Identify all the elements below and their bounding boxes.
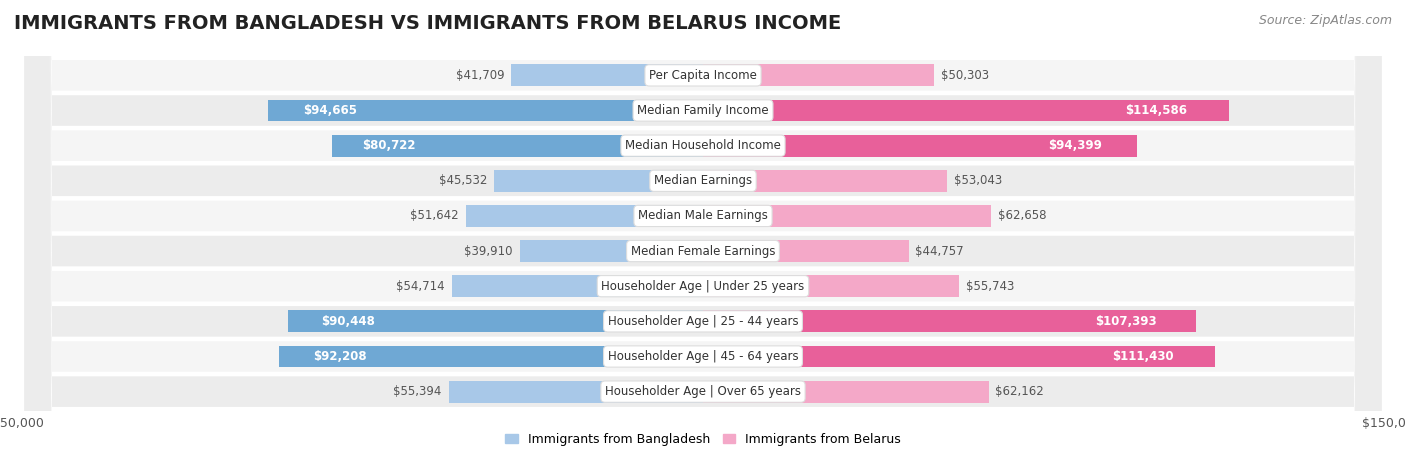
Text: Householder Age | Under 25 years: Householder Age | Under 25 years (602, 280, 804, 293)
Bar (703, 240, 908, 262)
Text: $62,658: $62,658 (998, 209, 1046, 222)
Text: $45,532: $45,532 (439, 174, 486, 187)
Bar (269, 99, 703, 121)
Bar (703, 64, 934, 86)
FancyBboxPatch shape (24, 0, 1382, 467)
Text: $94,665: $94,665 (304, 104, 357, 117)
Bar (280, 346, 703, 368)
Bar (703, 346, 1215, 368)
Text: Median Female Earnings: Median Female Earnings (631, 245, 775, 258)
Bar (520, 240, 703, 262)
FancyBboxPatch shape (24, 0, 1382, 467)
Bar (494, 170, 703, 191)
Text: Householder Age | Over 65 years: Householder Age | Over 65 years (605, 385, 801, 398)
FancyBboxPatch shape (24, 0, 1382, 467)
Text: $51,642: $51,642 (411, 209, 458, 222)
FancyBboxPatch shape (24, 0, 1382, 467)
Bar (703, 311, 1197, 332)
Bar (332, 135, 703, 156)
FancyBboxPatch shape (24, 0, 1382, 467)
Text: Per Capita Income: Per Capita Income (650, 69, 756, 82)
Text: Median Family Income: Median Family Income (637, 104, 769, 117)
Bar (465, 205, 703, 227)
Text: $80,722: $80,722 (361, 139, 415, 152)
Text: Householder Age | 45 - 64 years: Householder Age | 45 - 64 years (607, 350, 799, 363)
Text: $39,910: $39,910 (464, 245, 513, 258)
Text: $92,208: $92,208 (314, 350, 367, 363)
Bar (512, 64, 703, 86)
Text: $90,448: $90,448 (321, 315, 374, 328)
Text: $55,743: $55,743 (966, 280, 1014, 293)
FancyBboxPatch shape (24, 0, 1382, 467)
Bar (703, 170, 946, 191)
Bar (703, 99, 1229, 121)
Bar (703, 205, 991, 227)
Text: $41,709: $41,709 (456, 69, 505, 82)
Bar (703, 135, 1136, 156)
Bar (288, 311, 703, 332)
FancyBboxPatch shape (24, 0, 1382, 467)
Bar (449, 381, 703, 403)
Text: $54,714: $54,714 (396, 280, 444, 293)
Text: $94,399: $94,399 (1047, 139, 1102, 152)
Text: IMMIGRANTS FROM BANGLADESH VS IMMIGRANTS FROM BELARUS INCOME: IMMIGRANTS FROM BANGLADESH VS IMMIGRANTS… (14, 14, 841, 33)
Text: Source: ZipAtlas.com: Source: ZipAtlas.com (1258, 14, 1392, 27)
Text: $53,043: $53,043 (953, 174, 1001, 187)
Legend: Immigrants from Bangladesh, Immigrants from Belarus: Immigrants from Bangladesh, Immigrants f… (501, 428, 905, 451)
Text: $111,430: $111,430 (1112, 350, 1174, 363)
Text: Median Household Income: Median Household Income (626, 139, 780, 152)
Bar (451, 276, 703, 297)
Text: $107,393: $107,393 (1095, 315, 1157, 328)
Text: $62,162: $62,162 (995, 385, 1045, 398)
FancyBboxPatch shape (24, 0, 1382, 467)
Text: Median Male Earnings: Median Male Earnings (638, 209, 768, 222)
FancyBboxPatch shape (24, 0, 1382, 467)
Text: $44,757: $44,757 (915, 245, 965, 258)
Text: $50,303: $50,303 (941, 69, 988, 82)
Text: Median Earnings: Median Earnings (654, 174, 752, 187)
Text: $55,394: $55,394 (394, 385, 441, 398)
Text: Householder Age | 25 - 44 years: Householder Age | 25 - 44 years (607, 315, 799, 328)
Text: $114,586: $114,586 (1125, 104, 1187, 117)
Bar (703, 381, 988, 403)
Bar (703, 276, 959, 297)
FancyBboxPatch shape (24, 0, 1382, 467)
